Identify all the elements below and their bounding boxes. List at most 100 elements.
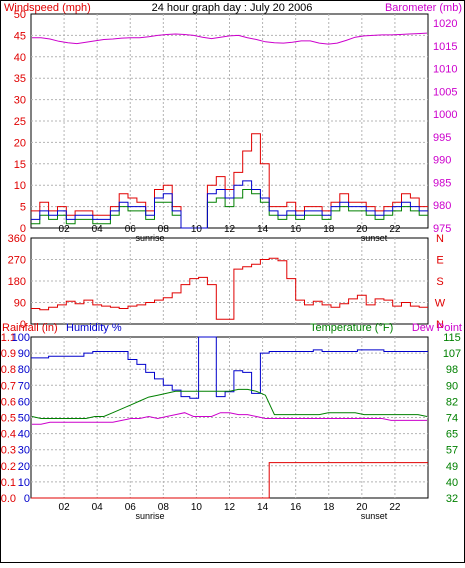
humidity-y-tick: 80 [18, 364, 30, 376]
windspeed-y-tick: 20 [14, 137, 26, 149]
panel3-x-tick: 16 [290, 502, 302, 513]
temperature-y-tick: 115 [443, 332, 461, 344]
panel3-x-tick: 18 [323, 502, 335, 513]
temperature-y-tick: 90 [446, 380, 458, 392]
direction-y-tick: 360 [8, 233, 26, 245]
compass-y-tick: N [436, 233, 444, 245]
panel1-x-tick: 06 [125, 224, 137, 235]
barometer-y-tick: 975 [433, 223, 451, 235]
panel3-x-tick: 06 [125, 502, 137, 513]
panel1-x-tick: 12 [224, 224, 236, 235]
barometer-axis-label: Barometer (mb) [385, 2, 462, 14]
humidity-y-tick: 100 [12, 332, 30, 344]
temperature-y-tick: 40 [446, 477, 458, 489]
panel1-x-tick: 10 [191, 224, 203, 235]
panel1-x-tick: 18 [323, 224, 335, 235]
panel3-series-2 [32, 412, 427, 425]
temperature-axis-label: Temperature (°F) [310, 322, 393, 334]
windspeed-y-tick: 50 [14, 9, 26, 21]
direction-y-tick: 0 [20, 319, 26, 331]
rainfall-y-tick: 0.2 [1, 461, 16, 473]
humidity-y-tick: 90 [18, 348, 30, 360]
panel3-x-tick: 10 [191, 502, 203, 513]
barometer-y-tick: 980 [433, 200, 451, 212]
panel-wind-baro [30, 13, 429, 229]
humidity-y-tick: 60 [18, 396, 30, 408]
panel3-x-tick: 20 [356, 502, 368, 513]
windspeed-y-tick: 45 [14, 30, 26, 42]
panel3-x-tick: 08 [158, 502, 170, 513]
compass-y-tick: N [436, 319, 444, 331]
temperature-y-tick: 98 [446, 364, 458, 376]
chart-title: 24 hour graph day : July 20 2006 [152, 2, 313, 14]
barometer-y-tick: 995 [433, 132, 451, 144]
panel3-series-0 [31, 336, 428, 399]
rainfall-y-tick: 0.9 [1, 348, 16, 360]
compass-y-tick: S [436, 276, 443, 288]
barometer-y-tick: 1000 [433, 109, 457, 121]
panel3-x-tick: 12 [224, 502, 236, 513]
compass-y-tick: E [436, 255, 443, 267]
temperature-y-tick: 49 [446, 461, 458, 473]
windspeed-y-tick: 0 [20, 223, 26, 235]
direction-y-tick: 90 [14, 298, 26, 310]
temperature-y-tick: 65 [446, 429, 458, 441]
panel1-x-tick: 16 [290, 224, 302, 235]
windspeed-y-tick: 5 [20, 202, 26, 214]
panel2-series-0 [31, 257, 428, 320]
rainfall-y-tick: 1.1 [1, 332, 16, 344]
barometer-y-tick: 1020 [433, 18, 457, 30]
direction-y-tick: 180 [8, 276, 26, 288]
rainfall-y-tick: 0.7 [1, 380, 16, 392]
humidity-y-tick: 30 [18, 445, 30, 457]
sunrise-label-top: sunrise [135, 233, 164, 243]
barometer-y-tick: 990 [433, 155, 451, 167]
panel1-series-1 [31, 189, 428, 229]
sunset-label-top: sunset [361, 233, 388, 243]
temperature-y-tick: 57 [446, 445, 458, 457]
panel3-series-1 [31, 388, 428, 419]
panel1-series-2 [31, 180, 428, 229]
windspeed-y-tick: 25 [14, 116, 26, 128]
rainfall-axis-label: Rainfall (in) [2, 322, 58, 334]
panel1-series-3 [32, 32, 428, 45]
windspeed-y-tick: 10 [14, 180, 26, 192]
rainfall-y-tick: 0.8 [1, 364, 16, 376]
panel3-series-3 [31, 462, 428, 499]
humidity-y-tick: 50 [18, 413, 30, 425]
humidity-y-tick: 10 [18, 477, 30, 489]
barometer-y-tick: 1005 [433, 86, 457, 98]
dewpoint-axis-label: Dew Point [412, 322, 462, 334]
windspeed-y-tick: 30 [14, 95, 26, 107]
panel1-x-tick: 14 [257, 224, 269, 235]
rainfall-y-tick: 0.4 [1, 429, 16, 441]
barometer-y-tick: 985 [433, 177, 451, 189]
windspeed-y-tick: 35 [14, 73, 26, 85]
sunset-label-bottom: sunset [361, 511, 388, 521]
panel1-x-tick: 20 [356, 224, 368, 235]
rainfall-y-tick: 0.3 [1, 445, 16, 457]
windspeed-y-tick: 40 [14, 52, 26, 64]
windspeed-axis-label: Windspeed (mph) [4, 2, 91, 14]
temperature-y-tick: 82 [446, 396, 458, 408]
humidity-y-tick: 0 [24, 493, 30, 505]
panel1-x-tick: 04 [92, 224, 104, 235]
panel-wind-direction [30, 237, 429, 325]
rainfall-y-tick: 0.0 [1, 493, 16, 505]
temperature-y-tick: 107 [443, 348, 461, 360]
humidity-y-tick: 20 [18, 461, 30, 473]
barometer-y-tick: 1015 [433, 41, 457, 53]
panel1-x-tick: 02 [59, 224, 71, 235]
sunrise-label-bottom: sunrise [135, 511, 164, 521]
barometer-y-tick: 1010 [433, 64, 457, 76]
humidity-axis-label: Humidity % [66, 322, 122, 334]
humidity-y-tick: 40 [18, 429, 30, 441]
rainfall-y-tick: 0.1 [1, 477, 16, 489]
panel3-x-tick: 14 [257, 502, 269, 513]
temperature-y-tick: 32 [446, 493, 458, 505]
temperature-y-tick: 74 [446, 413, 458, 425]
direction-y-tick: 270 [8, 255, 26, 267]
humidity-y-tick: 70 [18, 380, 30, 392]
